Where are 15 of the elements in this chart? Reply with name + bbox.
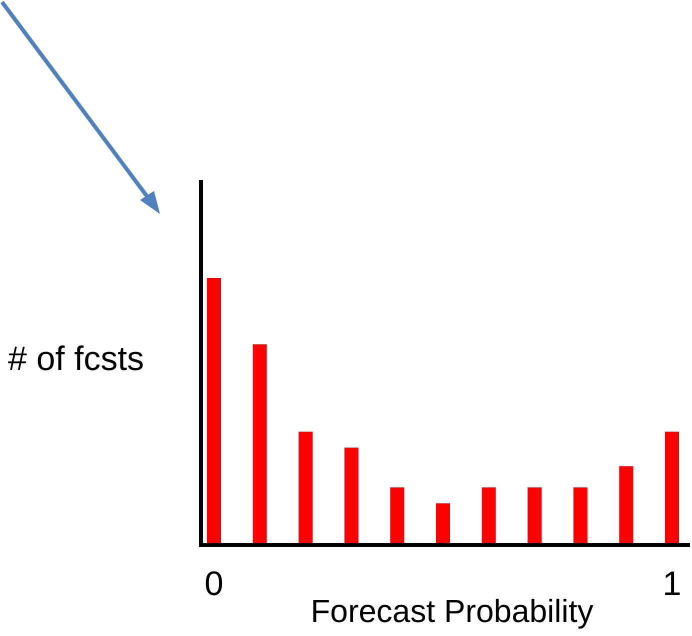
bar — [207, 278, 221, 543]
x-tick-label: 0 — [204, 565, 224, 603]
bar — [665, 432, 679, 543]
bar — [252, 344, 267, 543]
bar — [619, 466, 634, 543]
bar — [482, 487, 496, 543]
bar — [436, 503, 450, 543]
bar — [390, 487, 404, 543]
bar — [528, 487, 542, 543]
bar — [344, 448, 358, 543]
y-axis-title: # of fcsts — [8, 340, 144, 378]
bar — [298, 432, 313, 543]
x-axis-title: Forecast Probability — [310, 593, 594, 629]
bar — [573, 487, 588, 543]
x-tick-label: 1 — [662, 565, 682, 603]
